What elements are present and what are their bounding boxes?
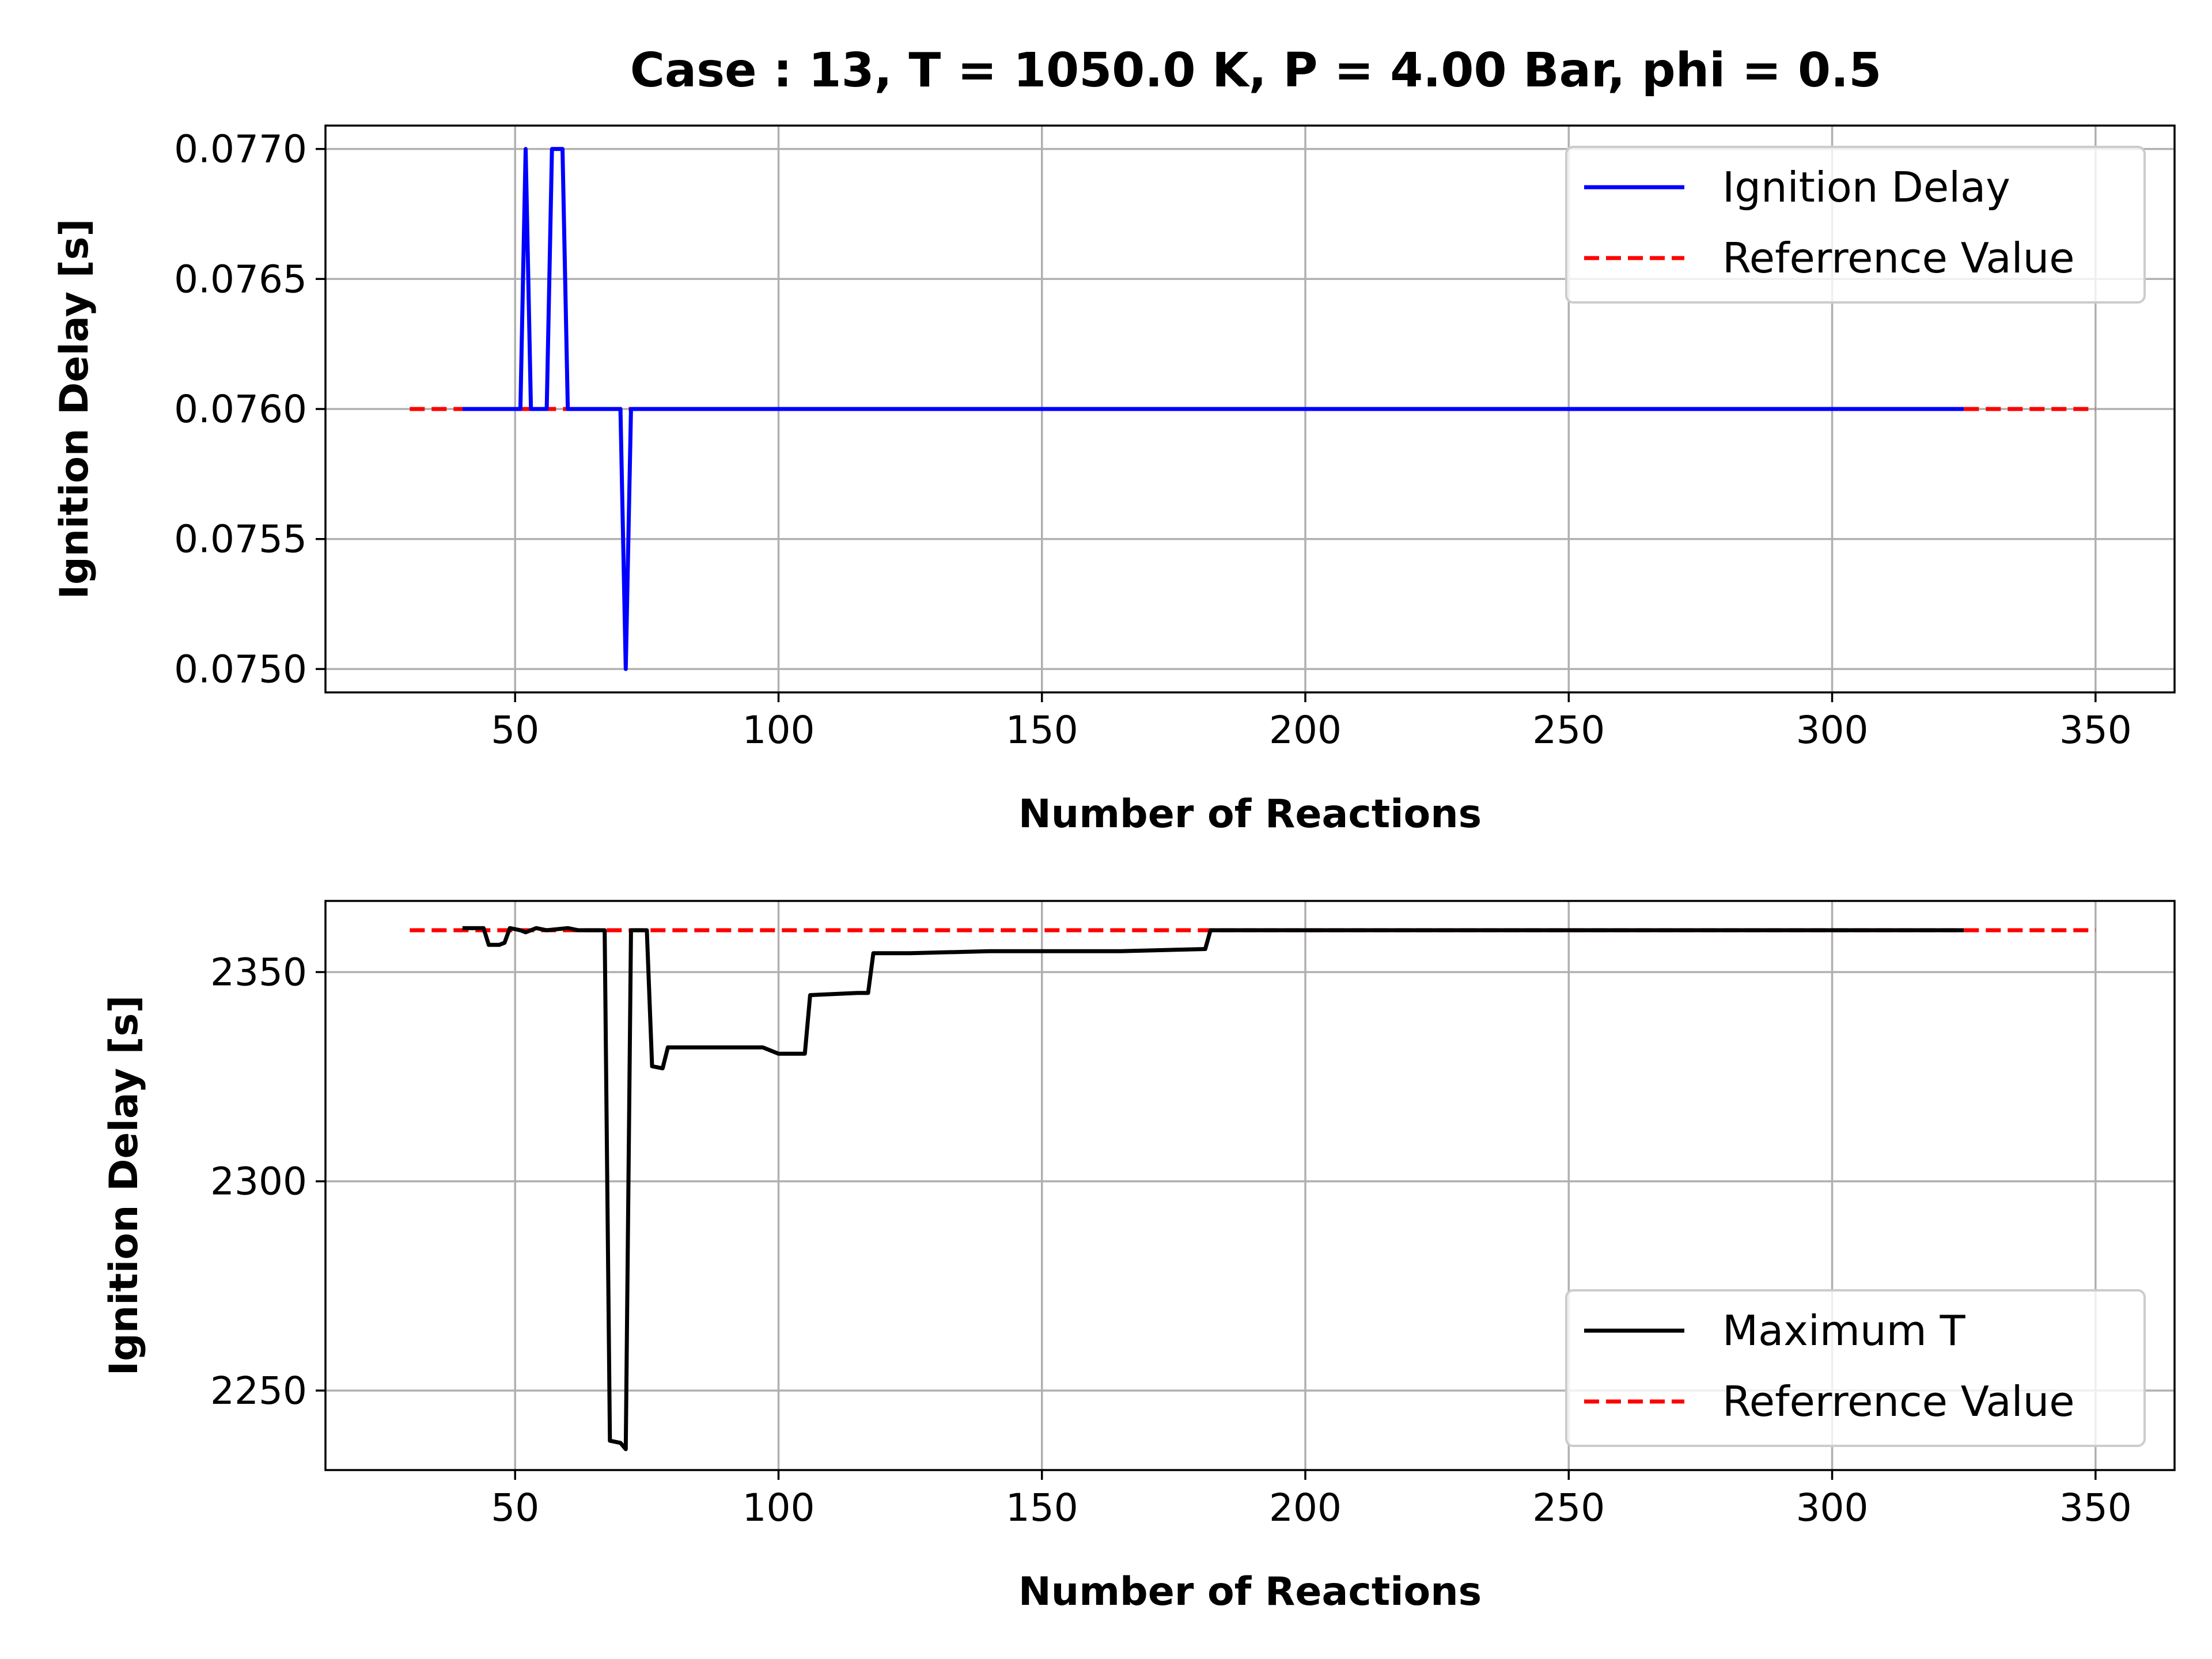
top-legend-box — [1565, 146, 2146, 304]
bottom-y-ticks: 2250 2300 2350 — [210, 950, 325, 1413]
top-legend: Ignition Delay Referrence Value — [1565, 146, 2146, 304]
bottom-x-tick-label: 350 — [2059, 1486, 2132, 1530]
bottom-x-ticks: 50 100 150 200 250 300 350 — [491, 1470, 2132, 1530]
bottom-x-tick-label: 200 — [1269, 1486, 1342, 1530]
bottom-grid — [325, 901, 2175, 1470]
bottom-x-tick-label: 250 — [1532, 1486, 1605, 1530]
top-y-tick-label: 0.0760 — [174, 387, 307, 431]
top-legend-label-ignition-delay: Ignition Delay — [1722, 163, 2010, 211]
top-x-tick-label: 250 — [1532, 708, 1605, 752]
bottom-y-tick-label: 2250 — [210, 1369, 307, 1413]
bottom-legend-box — [1565, 1289, 2146, 1447]
bottom-y-tick-label: 2300 — [210, 1160, 307, 1204]
top-x-tick-label: 100 — [743, 708, 815, 752]
top-series-ignition-delay — [462, 147, 1964, 671]
bottom-x-tick-label: 50 — [491, 1486, 539, 1530]
bottom-legend-label-reference: Referrence Value — [1722, 1377, 2075, 1426]
top-x-tick-label: 200 — [1269, 708, 1342, 752]
top-y-tick-label: 0.0755 — [174, 517, 307, 562]
bottom-y-tick-label: 2350 — [210, 950, 307, 995]
bottom-legend-label-maximum-t: Maximum T — [1722, 1306, 1966, 1355]
top-x-tick-label: 150 — [1006, 708, 1078, 752]
bottom-x-tick-label: 150 — [1006, 1486, 1078, 1530]
top-x-tick-label: 300 — [1796, 708, 1869, 752]
bottom-series-group — [410, 926, 2096, 1452]
bottom-x-tick-label: 300 — [1796, 1486, 1869, 1530]
chart-title: Case : 13, T = 1050.0 K, P = 4.00 Bar, p… — [630, 43, 1882, 98]
top-y-axis-label: Ignition Delay [s] — [52, 219, 97, 600]
top-subplot: 50 100 150 200 250 300 350 0.07500.07550.07600… — [52, 124, 2176, 837]
bottom-x-tick-label: 100 — [743, 1486, 815, 1530]
top-y-ticks: 0.0750 0.0755 0.0760 0.0765 0.0770 — [174, 127, 325, 691]
top-x-tick-label: 50 — [491, 708, 539, 752]
top-legend-label-reference: Referrence Value — [1722, 234, 2075, 282]
bottom-subplot: 50 100 150 200 250 300 350 2250 2300 2350 Number… — [101, 900, 2176, 1615]
top-x-tick-label: 350 — [2059, 708, 2132, 752]
bottom-y-axis-label: Ignition Delay [s] — [101, 995, 147, 1376]
top-x-ticks: 50 100 150 200 250 300 350 — [491, 692, 2132, 752]
top-series-group — [410, 147, 2096, 671]
bottom-series-maximum-t — [462, 926, 1964, 1452]
bottom-legend: Maximum T Referrence Value — [1565, 1289, 2146, 1447]
top-x-axis-label: Number of Reactions — [1018, 791, 1482, 837]
top-y-tick-label: 0.0770 — [174, 127, 307, 172]
bottom-plot-frame — [324, 900, 2176, 1471]
bottom-x-axis-label: Number of Reactions — [1018, 1569, 1482, 1615]
top-y-tick-label: 0.0765 — [174, 257, 307, 301]
top-y-tick-label: 0.0750 — [174, 647, 307, 691]
